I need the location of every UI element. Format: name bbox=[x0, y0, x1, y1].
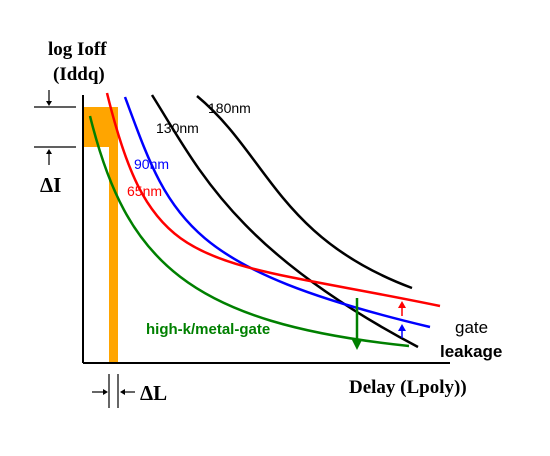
delta-l-bar bbox=[109, 107, 118, 363]
series-65nm-label: 65nm bbox=[127, 183, 162, 199]
series-130nm-label: 130nm bbox=[156, 120, 199, 136]
leakage-label: leakage bbox=[440, 342, 502, 361]
delta-l-label: ΔL bbox=[140, 381, 167, 405]
x-axis-label: Delay (Lpoly)) bbox=[349, 377, 467, 398]
delta-i-label: ΔI bbox=[40, 173, 61, 197]
series-65nm-line bbox=[105, 92, 441, 308]
gate-label: gate bbox=[455, 318, 488, 337]
y-axis-label-line2: (Iddq) bbox=[53, 64, 105, 85]
series-180nm-label: 180nm bbox=[208, 100, 251, 116]
delta-l-markers bbox=[92, 374, 135, 408]
series-130nm-line bbox=[150, 94, 419, 349]
y-axis-label-line1: log Ioff bbox=[48, 39, 107, 60]
series-90nm-label: 90nm bbox=[134, 156, 169, 172]
gate-leakage-arrows bbox=[352, 298, 406, 350]
series-high-k-label: high-k/metal-gate bbox=[146, 321, 270, 338]
series-180nm-line bbox=[196, 95, 413, 290]
series-high-k-metal-gate-line bbox=[88, 115, 410, 348]
delta-i-markers bbox=[34, 90, 76, 165]
series-90nm-line bbox=[123, 96, 431, 329]
